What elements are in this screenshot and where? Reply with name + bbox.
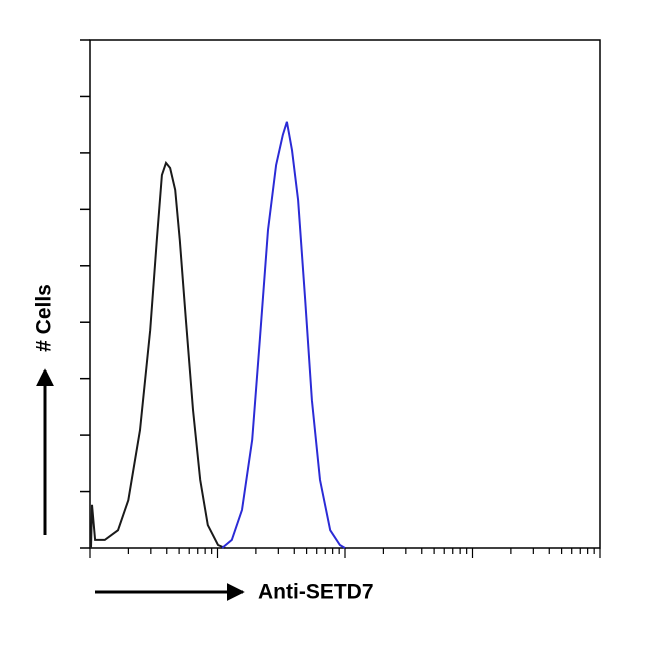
y-axis-label: # Cells (33, 284, 56, 352)
axis-ticks (80, 39, 601, 558)
plot-area (90, 121, 346, 549)
plot-frame (89, 39, 601, 549)
x-axis-label: Anti-SETD7 (258, 581, 374, 604)
histogram-curve (90, 160, 226, 549)
histogram-curve (221, 121, 346, 549)
